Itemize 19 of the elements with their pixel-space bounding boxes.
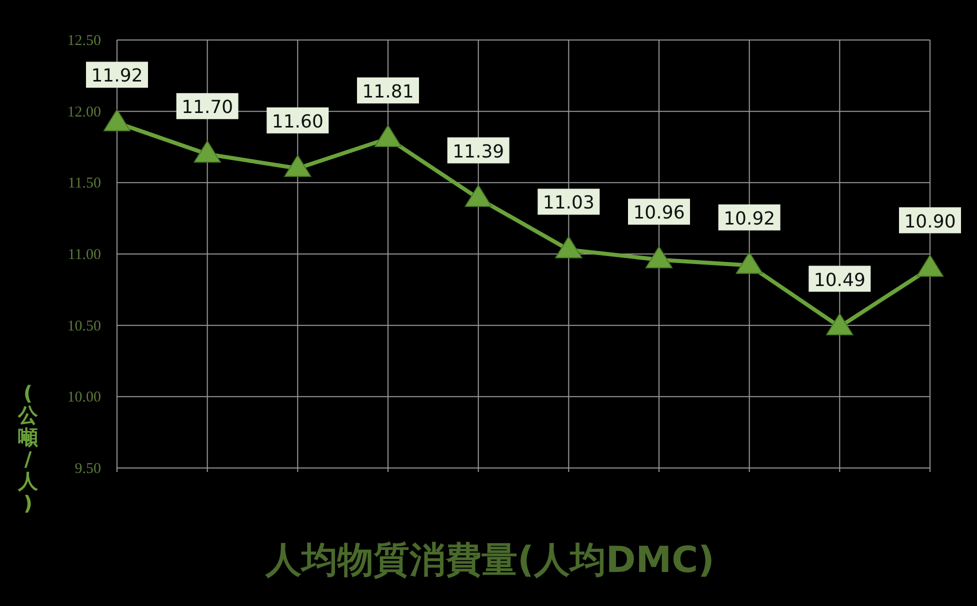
data-label: 11.60 bbox=[272, 111, 324, 132]
y-tick-label: 11.50 bbox=[68, 176, 101, 192]
data-label: 11.03 bbox=[542, 192, 594, 214]
data-label: 10.90 bbox=[904, 211, 956, 232]
data-label: 11.81 bbox=[362, 81, 414, 102]
y-tick-label: 9.50 bbox=[74, 461, 101, 477]
y-tick-label: 10.00 bbox=[67, 390, 101, 406]
y-tick-label: 10.50 bbox=[67, 318, 101, 334]
y-tick-label: 11.00 bbox=[68, 247, 101, 263]
y-axis-title: (公噸/人) bbox=[17, 381, 39, 515]
data-label: 10.92 bbox=[724, 208, 776, 230]
y-tick-label: 12.50 bbox=[67, 33, 101, 49]
data-label: 11.39 bbox=[452, 141, 504, 162]
data-label: 11.92 bbox=[91, 66, 143, 87]
text: 人均物質消費量(人均DMC) bbox=[264, 540, 715, 581]
data-label: 10.49 bbox=[814, 270, 866, 291]
y-tick-label: 12.00 bbox=[67, 104, 101, 120]
data-label: 11.70 bbox=[182, 97, 234, 118]
data-label: 10.96 bbox=[633, 202, 685, 224]
